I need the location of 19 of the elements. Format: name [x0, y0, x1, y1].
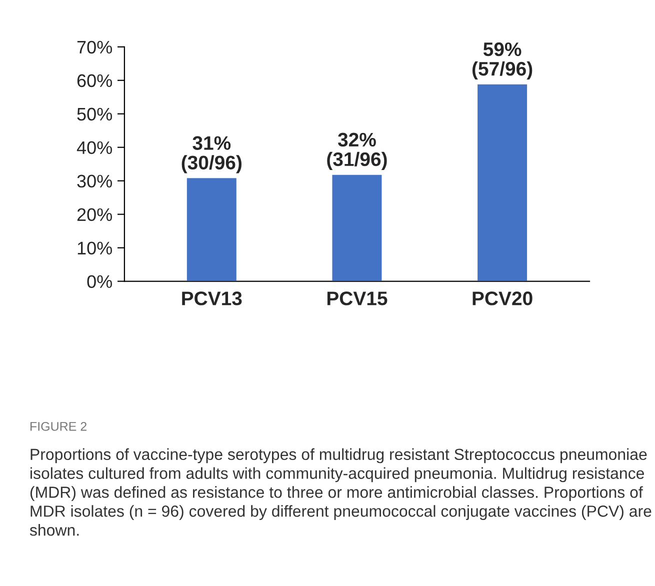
- data-label: 31% (30/96): [182, 136, 242, 174]
- y-tick-label: 30%: [77, 174, 112, 188]
- text: Proportions of vaccine-type serotypes of multidrug resistant Streptococcus pneumoniae isolates cultured from adults with community-acquired pneumonia. Multidrug resistance (MDR) was defined as resistance to three or more antimicrobial classes. Proportions of MDR isolates (n = 96) covered by different pneumococcal conjugate vaccines (PCV) are shown.: [30, 448, 652, 536]
- bar: [186, 176, 238, 282]
- y-tick-label: 60%: [77, 74, 112, 88]
- y-tick-label: 50%: [77, 108, 112, 121]
- y-tick-label: 20%: [77, 208, 112, 222]
- bar: [476, 83, 528, 282]
- y-tick-label: 70%: [77, 40, 112, 54]
- y-tick-label: 40%: [76, 141, 112, 154]
- x-tick-label: PCV13: [182, 292, 242, 306]
- data-label: 32% (31/96): [327, 132, 387, 170]
- caption: FIGURE 2: [30, 422, 86, 431]
- data-label: 59% (57/96): [472, 42, 532, 80]
- x-tick-label: PCV20: [472, 292, 532, 306]
- bar: [330, 173, 384, 282]
- y-tick-label: 10%: [78, 242, 112, 255]
- y-tick-label: 0%: [87, 275, 112, 288]
- x-tick-label: PCV15: [327, 292, 388, 306]
